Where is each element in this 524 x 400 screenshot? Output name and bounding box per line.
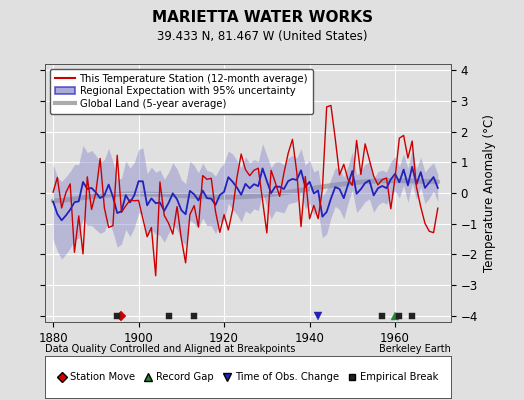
Text: 39.433 N, 81.467 W (United States): 39.433 N, 81.467 W (United States) — [157, 30, 367, 43]
Legend: This Temperature Station (12-month average), Regional Expectation with 95% uncer: This Temperature Station (12-month avera… — [50, 69, 313, 114]
Text: Data Quality Controlled and Aligned at Breakpoints: Data Quality Controlled and Aligned at B… — [45, 344, 295, 354]
Text: MARIETTA WATER WORKS: MARIETTA WATER WORKS — [151, 10, 373, 25]
Text: Berkeley Earth: Berkeley Earth — [379, 344, 451, 354]
Y-axis label: Temperature Anomaly (°C): Temperature Anomaly (°C) — [483, 114, 496, 272]
Legend: Station Move, Record Gap, Time of Obs. Change, Empirical Break: Station Move, Record Gap, Time of Obs. C… — [53, 368, 442, 386]
